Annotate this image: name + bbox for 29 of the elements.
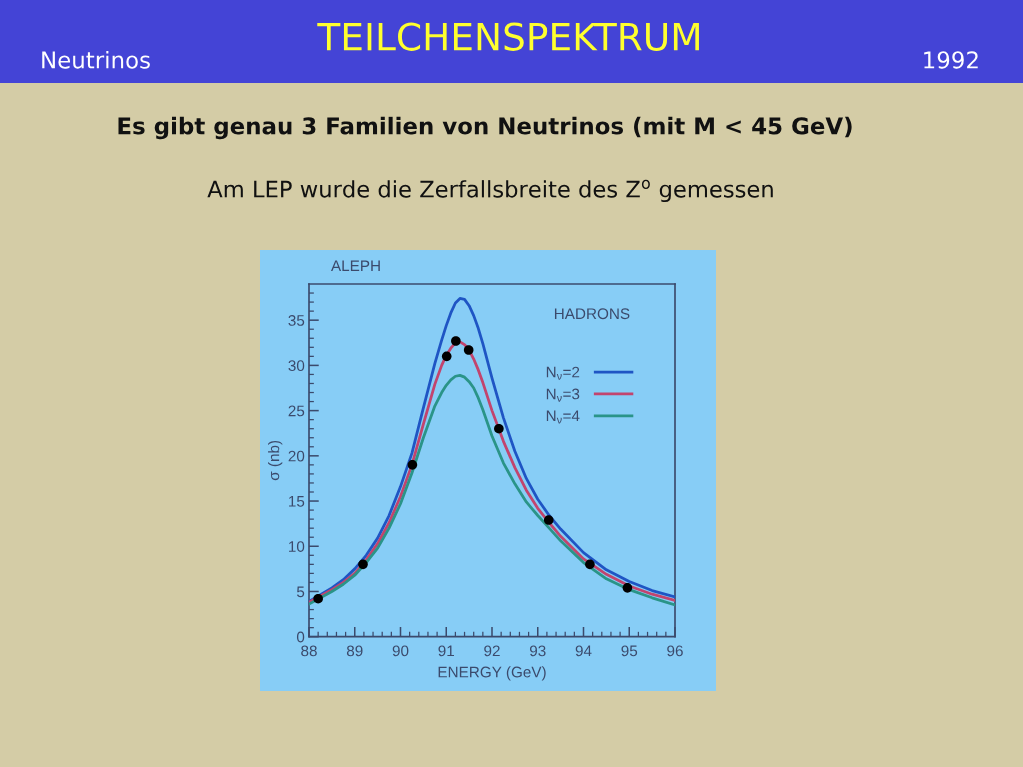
x-tick-label: 93 [529, 645, 546, 657]
text: ALEPH [330, 260, 380, 272]
y-tick-label: 20 [288, 450, 305, 462]
x-tick-label: 88 [301, 645, 317, 657]
chart-title: TEILCHENSPEKTRUM [317, 22, 699, 51]
y-tick-label: 25 [288, 405, 305, 417]
x-tick-label: 94 [575, 645, 592, 657]
x-tick-label: 91 [438, 645, 454, 657]
text: Neutrinos [42, 50, 150, 69]
legend-label: N$_{ν}$=2 [546, 366, 580, 380]
text: Am LEP wurde die Zerfallsbreite des Z$^{o}$ gemessen [207, 179, 773, 203]
y-axis-title: σ (nb) [268, 440, 283, 481]
x-tick-label: 96 [667, 645, 683, 657]
y-tick-label: 0 [296, 631, 305, 643]
text: 1992 [924, 51, 978, 69]
y-tick-label: 35 [288, 315, 305, 326]
x-tick-label: 95 [621, 645, 638, 657]
y-tick-label: 15 [289, 496, 305, 507]
y-tick-label: 30 [288, 360, 305, 372]
legend-label: N$_{ν}$=3 [546, 388, 580, 402]
chart-subtitle: Es gibt genau 3 Familien von Neutrinos (mit M < 45 GeV) [118, 116, 852, 140]
x-axis-title: ENERGY (GeV) [438, 666, 546, 681]
x-tick-label: 89 [346, 645, 363, 657]
legend-label: N$_{ν}$=4 [546, 410, 580, 424]
x-tick-label: 90 [392, 645, 409, 657]
y-tick-label: 5 [296, 586, 305, 598]
y-tick-label: 10 [289, 541, 305, 552]
annotation: HADRONS [554, 308, 630, 320]
x-tick-label: 92 [484, 645, 500, 657]
